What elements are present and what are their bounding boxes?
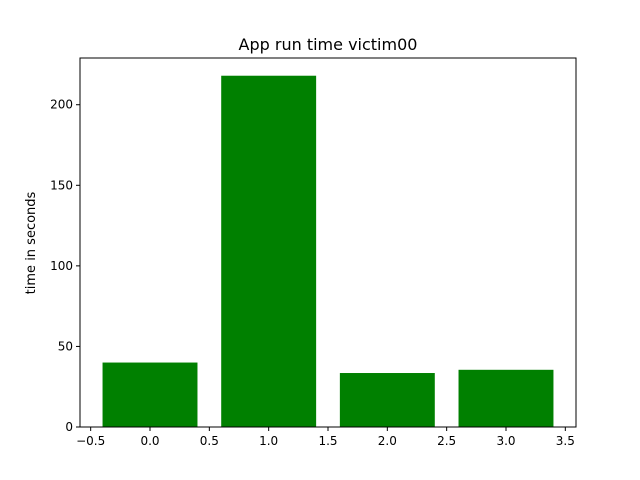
bar-0 [102, 362, 198, 427]
x-tick-label-0: −0.5 [76, 434, 105, 448]
y-tick-label-0: 0 [65, 420, 73, 434]
x-tick-label-8: 3.5 [556, 434, 575, 448]
x-tick-label-1: 0.0 [140, 434, 159, 448]
y-axis-label: time in seconds [24, 191, 39, 294]
y-tick-label-3: 150 [50, 178, 73, 192]
x-tick-label-6: 2.5 [437, 434, 456, 448]
y-tick-label-4: 200 [50, 98, 73, 112]
bar-2 [339, 373, 435, 427]
y-tick-label-1: 50 [58, 339, 73, 353]
x-tick-label-2: 0.5 [200, 434, 219, 448]
x-tick-label-7: 3.0 [496, 434, 515, 448]
plot-area: −0.5 0.0 0.5 1.0 1.5 2.0 2.5 3.0 3.5 0 50 100 150 200 [50, 57, 577, 448]
bar-3 [458, 369, 554, 427]
y-tick-label-2: 100 [50, 259, 73, 273]
x-tick-label-3: 1.0 [259, 434, 278, 448]
bar-1 [221, 75, 317, 428]
x-tick-label-4: 1.5 [318, 434, 337, 448]
x-tick-label-5: 2.0 [378, 434, 397, 448]
chart-title: App run time victim00 [239, 35, 418, 54]
